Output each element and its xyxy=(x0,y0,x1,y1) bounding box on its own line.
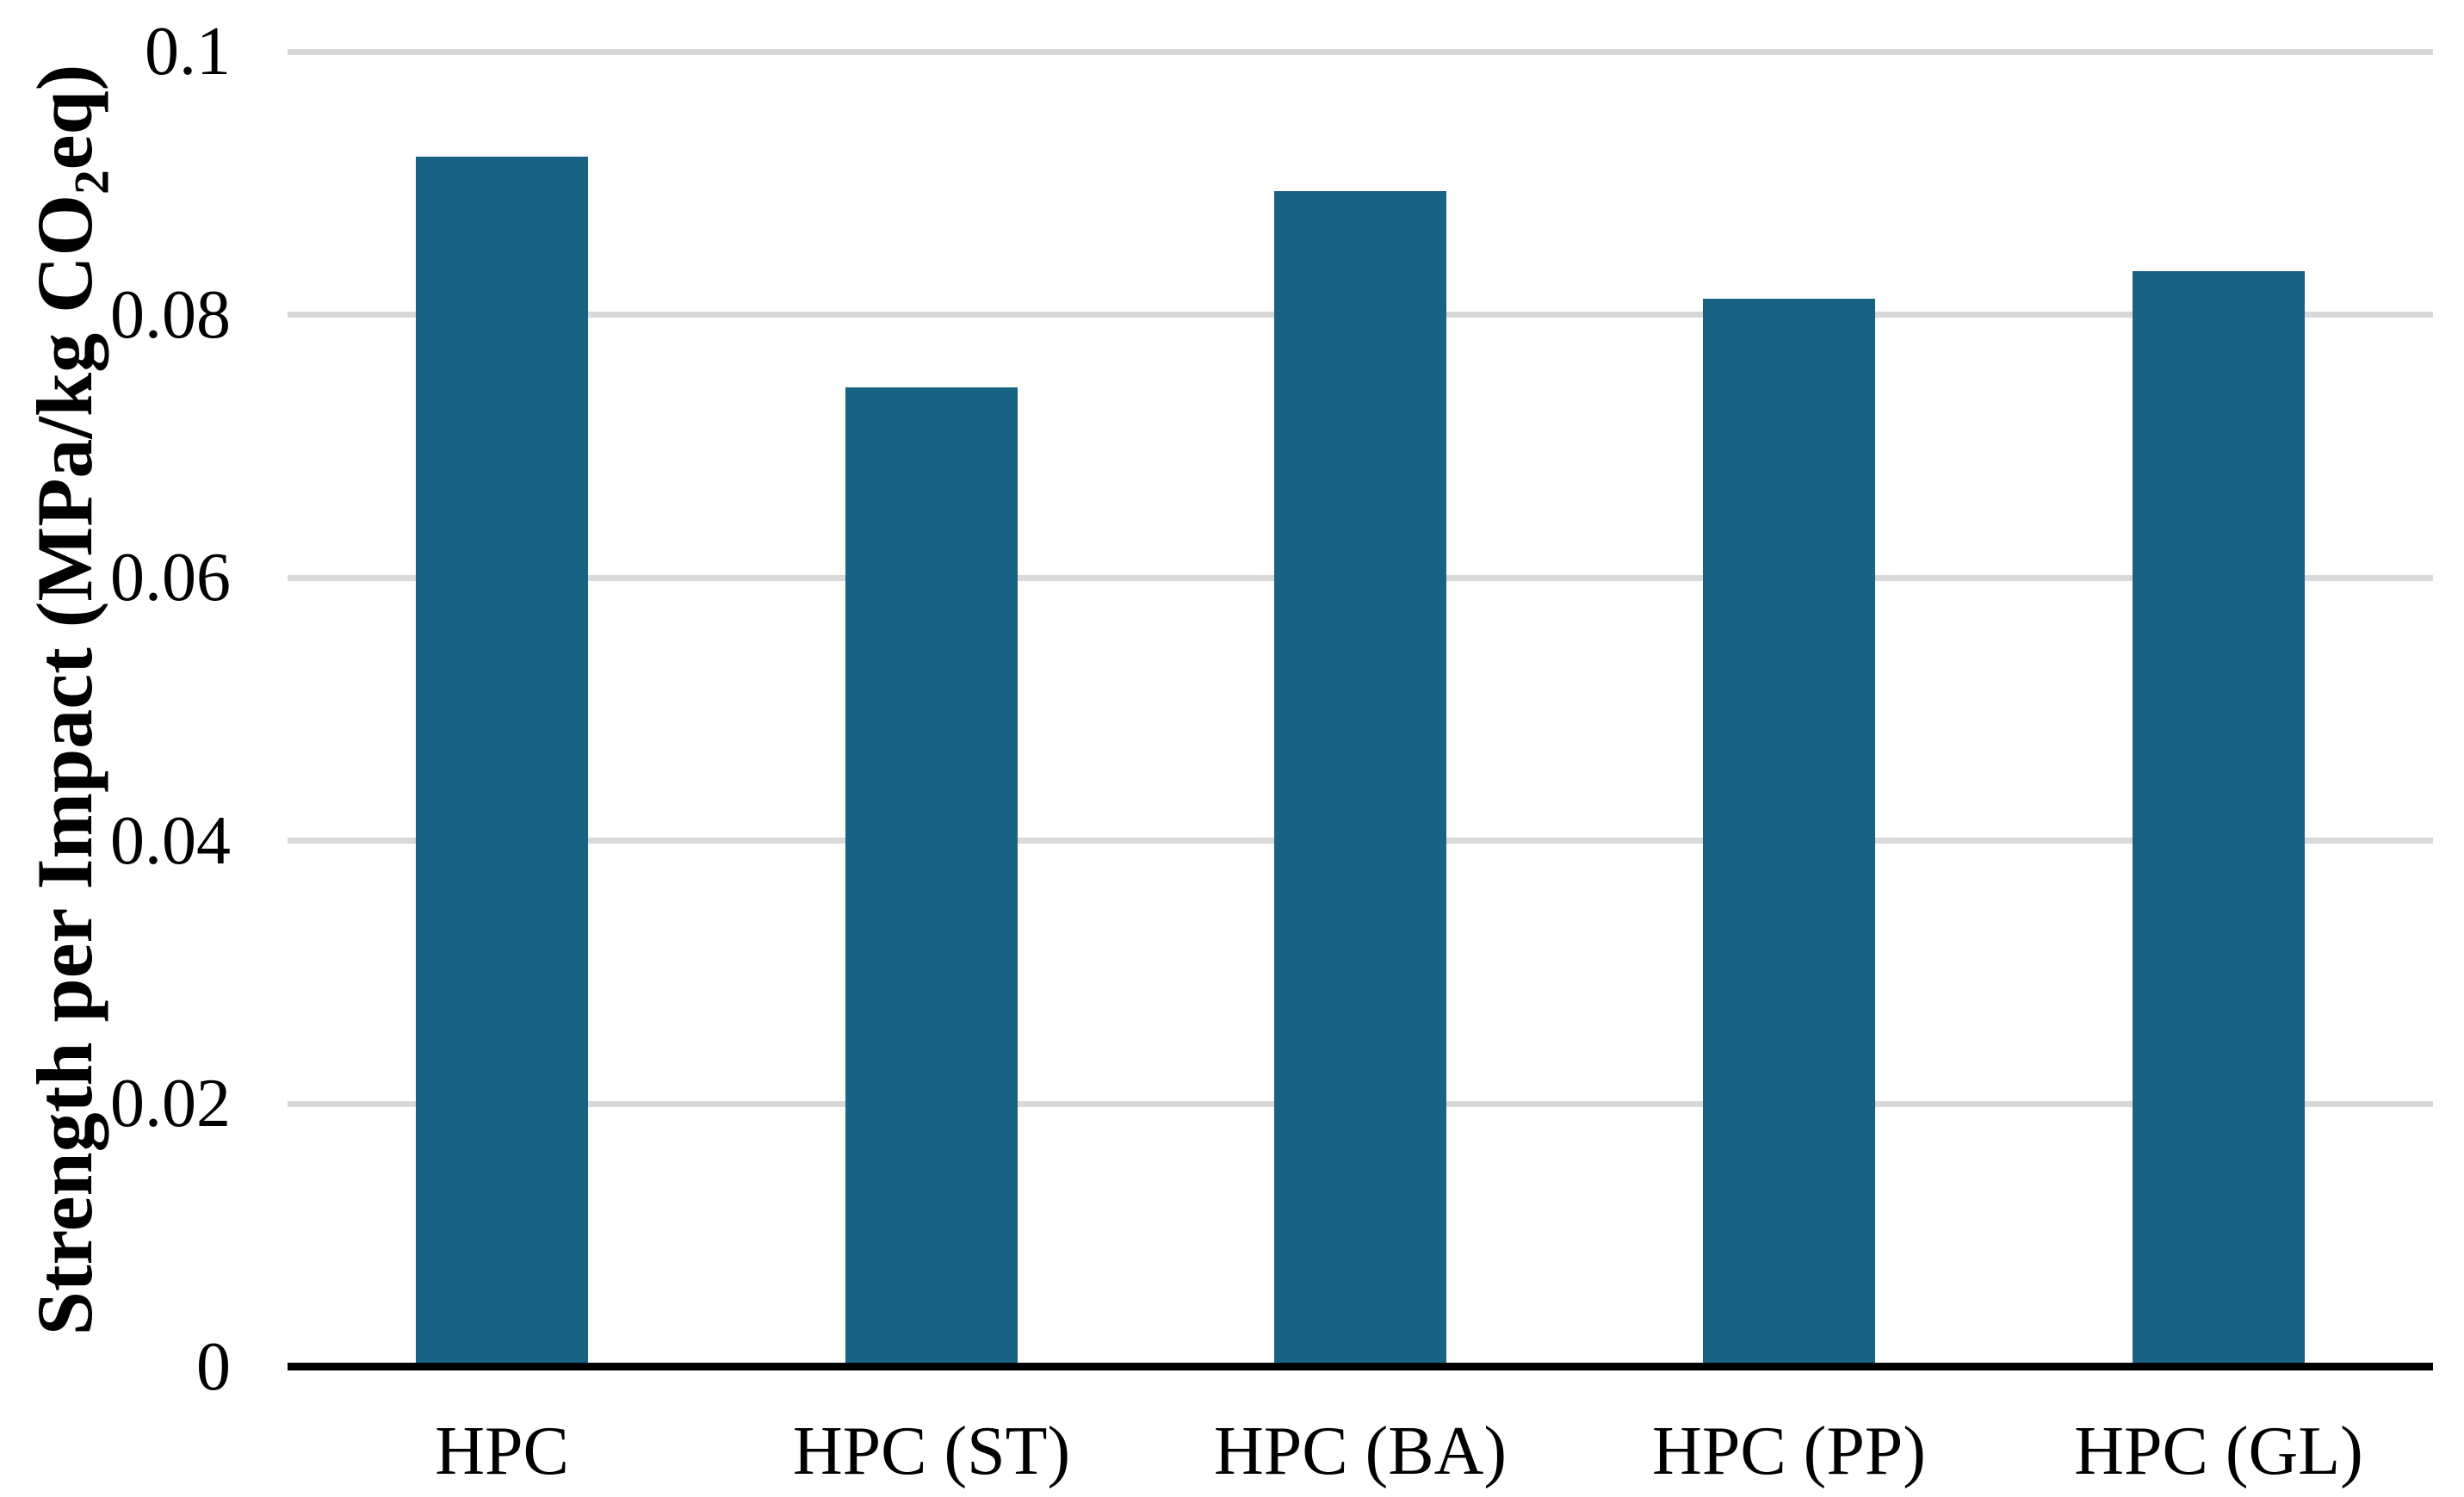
y-tick-label-0.06: 0.06 xyxy=(110,540,231,616)
x-tick-label-hpc-ba: HPC (BA) xyxy=(1213,1413,1507,1489)
bar-hpc-ba xyxy=(1274,191,1446,1363)
x-tick-label-hpc-gl: HPC (GL) xyxy=(2074,1413,2363,1489)
y-tick-label-0.02: 0.02 xyxy=(110,1066,231,1141)
y-axis-title-subscript: 2 xyxy=(65,170,120,195)
x-tick-label-hpc: HPC xyxy=(435,1413,569,1489)
bar-hpc-st xyxy=(845,387,1018,1363)
bar-hpc-pp xyxy=(1703,299,1875,1363)
x-axis-line xyxy=(288,1363,2433,1370)
gridline-0.1 xyxy=(288,49,2433,55)
y-tick-label-0.08: 0.08 xyxy=(110,277,231,353)
y-tick-label-0.04: 0.04 xyxy=(110,803,231,879)
x-tick-label-hpc-pp: HPC (PP) xyxy=(1652,1413,1926,1489)
y-tick-label-0: 0 xyxy=(196,1329,231,1405)
bar-hpc xyxy=(416,157,588,1363)
y-axis-title: Strength per Impact (MPa/kg CO2eq) xyxy=(17,41,119,1358)
bar-hpc-gl xyxy=(2133,271,2305,1363)
x-tick-label-hpc-st: HPC (ST) xyxy=(792,1413,1071,1489)
y-axis-title-text: Strength per Impact (MPa/kg CO xyxy=(21,194,108,1336)
y-tick-label-0.1: 0.1 xyxy=(145,14,231,90)
